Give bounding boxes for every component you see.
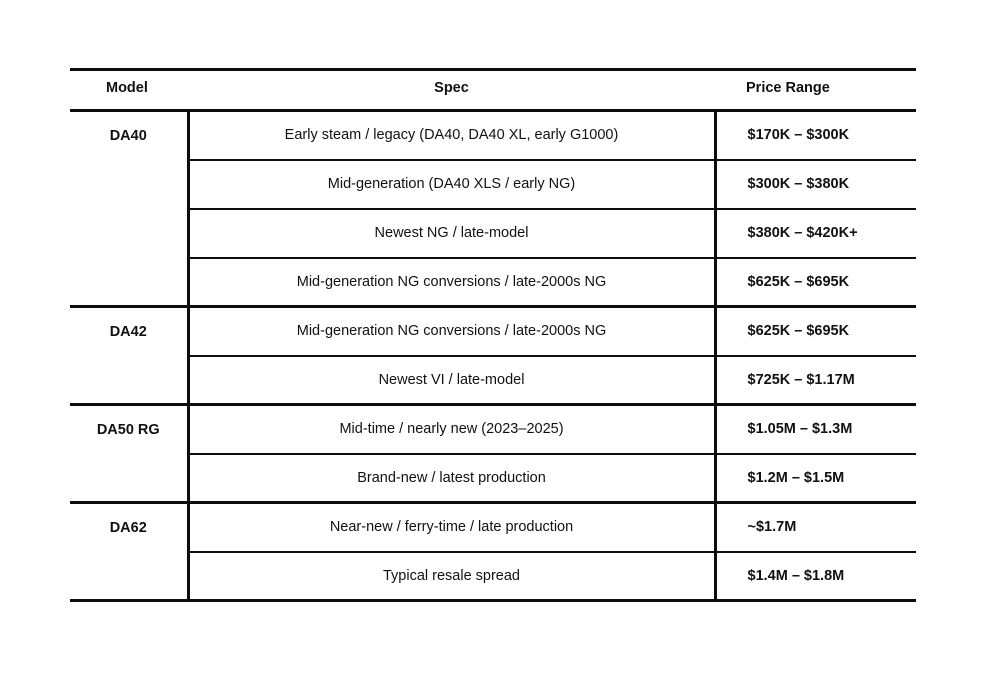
price-cell: $1.4M – $1.8M (715, 550, 916, 601)
column-header-spec: Spec (188, 69, 715, 112)
model-cell-da40: DA40 (70, 110, 190, 307)
spec-cell: Early steam / legacy (DA40, DA40 XL, ear… (188, 110, 717, 160)
spec-cell: Mid-time / nearly new (2023–2025) (188, 403, 717, 454)
price-cell: $1.2M – $1.5M (715, 452, 916, 503)
model-cell-da50-rg: DA50 RG (70, 403, 190, 503)
pricing-table-container: Model Spec Price Range DA40 Early steam … (70, 68, 916, 602)
table-row: DA50 RG Mid-time / nearly new (2023–2025… (70, 403, 916, 503)
table-row: Newest VI / late-model $725K – $1.17M (70, 354, 916, 405)
column-header-model: Model (70, 69, 188, 112)
table-body: DA40 Early steam / legacy (DA40, DA40 XL… (70, 110, 916, 601)
table-row: DA62 Near-new / ferry-time / late produc… (70, 501, 916, 601)
spec-cell: Typical resale spread (188, 550, 717, 601)
price-cell: ~$1.7M (715, 501, 916, 552)
price-cell: $380K – $420K+ (715, 207, 916, 258)
table-row: DA40 Early steam / legacy (DA40, DA40 XL… (70, 110, 916, 307)
spec-cell: Near-new / ferry-time / late production (188, 501, 717, 552)
spec-cell: Mid-generation (DA40 XLS / early NG) (188, 158, 717, 209)
table-row: Newest NG / late-model $380K – $420K+ (70, 207, 916, 258)
price-cell: $1.05M – $1.3M (715, 403, 916, 454)
price-cell: $725K – $1.17M (715, 354, 916, 405)
spec-cell: Brand-new / latest production (188, 452, 717, 503)
model-cell-da42: DA42 (70, 305, 190, 405)
price-cell: $625K – $695K (715, 256, 916, 307)
pricing-table: Model Spec Price Range DA40 Early steam … (70, 68, 916, 602)
price-cell: $170K – $300K (715, 110, 916, 160)
spec-cell: Mid-generation NG conversions / late-200… (188, 305, 717, 356)
price-cell: $625K – $695K (715, 305, 916, 356)
table-header: Model Spec Price Range (70, 69, 916, 112)
table-row: Typical resale spread $1.4M – $1.8M (70, 550, 916, 601)
table-row: Mid-generation (DA40 XLS / early NG) $30… (70, 158, 916, 209)
table-row: Mid-generation NG conversions / late-200… (70, 256, 916, 307)
table-header-row: Model Spec Price Range (70, 69, 916, 112)
spec-cell: Newest NG / late-model (188, 207, 717, 258)
price-cell: $300K – $380K (715, 158, 916, 209)
table-row: DA42 Mid-generation NG conversions / lat… (70, 305, 916, 405)
spec-cell: Mid-generation NG conversions / late-200… (188, 256, 717, 307)
column-header-price-range: Price Range (715, 69, 916, 112)
table-row: Brand-new / latest production $1.2M – $1… (70, 452, 916, 503)
model-cell-da62: DA62 (70, 501, 190, 601)
spec-cell: Newest VI / late-model (188, 354, 717, 405)
